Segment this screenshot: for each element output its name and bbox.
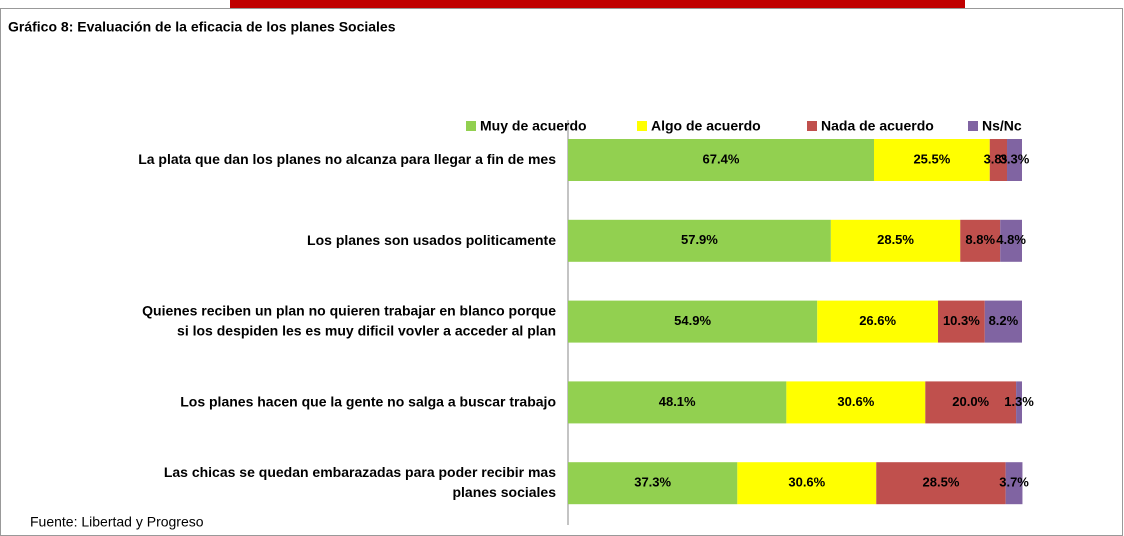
data-label: 48.1% xyxy=(659,394,696,409)
category-label: Los planes hacen que la gente no salga a… xyxy=(180,393,556,409)
data-label: 57.9% xyxy=(681,232,718,247)
legend-label: Algo de acuerdo xyxy=(651,118,761,134)
chart-border xyxy=(0,8,1123,536)
bar-segment xyxy=(960,219,1001,262)
data-label: 8.8% xyxy=(965,232,995,247)
bar-segment xyxy=(984,300,1022,343)
bar-segment xyxy=(925,381,1017,424)
legend-label: Muy de acuerdo xyxy=(480,118,587,134)
legend-swatch xyxy=(466,121,476,131)
bar-segment xyxy=(873,139,990,181)
bar-segment xyxy=(568,462,738,505)
bar-segment xyxy=(1016,381,1022,424)
legend-swatch xyxy=(968,121,978,131)
data-label: 37.3% xyxy=(634,475,671,490)
bar-segment xyxy=(876,462,1006,505)
bar-segment xyxy=(737,462,877,505)
bar-segment xyxy=(568,381,787,424)
data-label: 25.5% xyxy=(913,151,950,166)
data-label: 4.8% xyxy=(996,232,1026,247)
legend-label: Nada de acuerdo xyxy=(821,118,934,134)
data-label: 54.9% xyxy=(674,313,711,328)
data-label: 10.3% xyxy=(943,313,980,328)
data-label: 26.6% xyxy=(859,313,896,328)
bar-segment xyxy=(989,139,1008,181)
legend-swatch xyxy=(637,121,647,131)
data-label: 3.3% xyxy=(1000,151,1030,166)
legend-label: Ns/Nc xyxy=(982,118,1022,134)
data-label: 20.0% xyxy=(952,394,989,409)
data-label: 30.6% xyxy=(788,475,825,490)
data-label: 1.3% xyxy=(1004,394,1034,409)
data-label: 67.4% xyxy=(703,151,740,166)
data-label: 3.8% xyxy=(984,151,1014,166)
source: Fuente: Libertad y Progreso xyxy=(30,514,204,530)
top-banner xyxy=(230,0,965,8)
category-label: Quienes reciben un plan no quieren traba… xyxy=(142,302,556,338)
data-label: 28.5% xyxy=(877,232,914,247)
data-label: 3.7% xyxy=(999,475,1029,490)
bar-segment xyxy=(1007,139,1022,181)
bar-segment xyxy=(938,300,985,343)
bar-segment xyxy=(1000,219,1022,262)
bar-segment xyxy=(568,139,874,181)
bar-segment xyxy=(830,219,961,262)
bar-segment xyxy=(568,219,831,262)
bar-segment xyxy=(1005,462,1023,505)
bar-segment xyxy=(817,300,939,343)
category-label: Las chicas se quedan embarazadas para po… xyxy=(164,464,556,500)
data-label: 28.5% xyxy=(923,475,960,490)
chart-title: Gráfico 8: Evaluación de la eficacia de … xyxy=(8,19,396,35)
bar-segment xyxy=(568,300,818,343)
data-label: 30.6% xyxy=(837,394,874,409)
legend-swatch xyxy=(807,121,817,131)
bar-segment xyxy=(786,381,926,424)
category-label: Los planes son usados politicamente xyxy=(307,232,556,248)
data-label: 8.2% xyxy=(989,313,1019,328)
category-label: La plata que dan los planes no alcanza p… xyxy=(138,151,556,167)
